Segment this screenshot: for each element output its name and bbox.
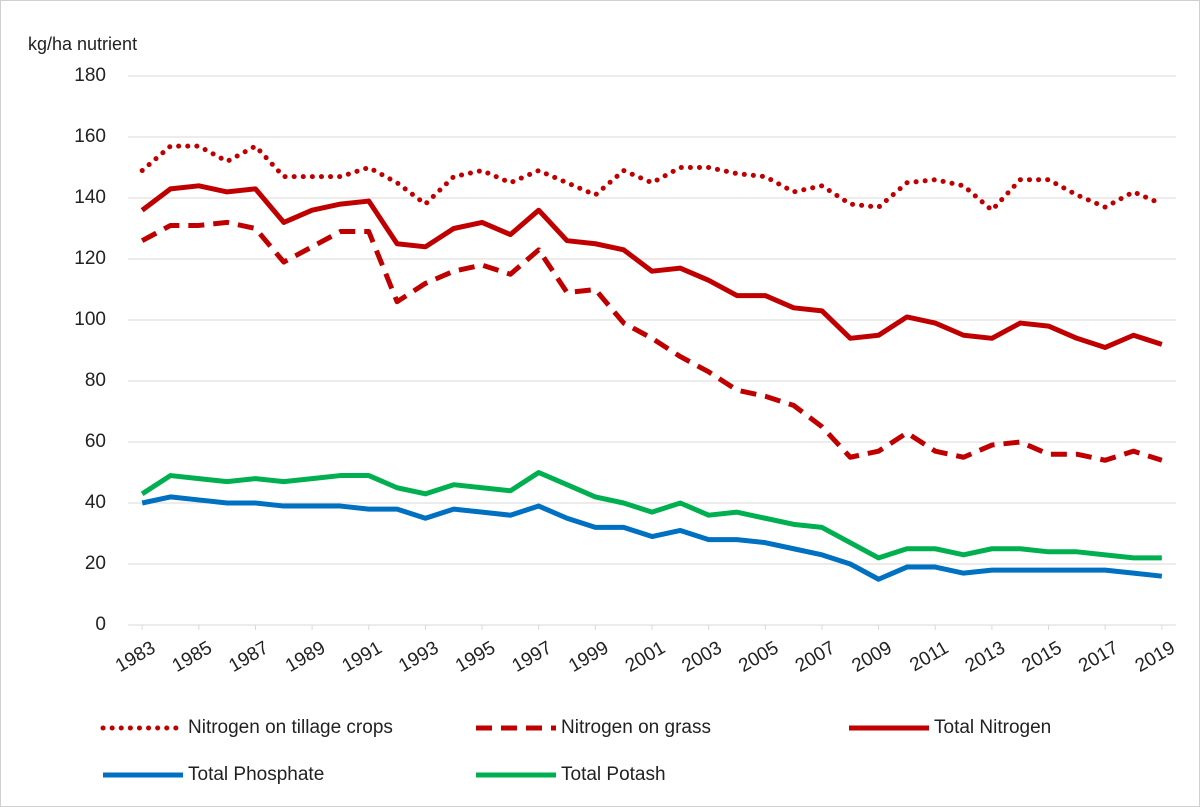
legend-label: Nitrogen on tillage crops (188, 717, 393, 738)
y-tick-label: 180 (74, 65, 106, 86)
series-line (139, 143, 1165, 213)
y-tick-label: 80 (85, 370, 106, 391)
y-tick-label: 120 (74, 248, 106, 269)
legend-label: Total Potash (561, 764, 666, 785)
y-axis-label: kg/ha nutrient (28, 34, 137, 54)
y-tick-label: 40 (85, 492, 106, 513)
y-tick-label: 0 (95, 614, 106, 635)
y-tick-label: 20 (85, 553, 106, 574)
legend-label: Nitrogen on grass (561, 717, 711, 738)
y-tick-label: 100 (74, 309, 106, 330)
legend-label: Total Phosphate (188, 764, 324, 785)
series-line (140, 183, 1163, 350)
y-tick-label: 160 (74, 126, 106, 147)
series-line (141, 494, 1163, 582)
series-line (140, 470, 1162, 561)
y-tick-label: 140 (74, 187, 106, 208)
series-line (140, 219, 1163, 463)
y-tick-label: 60 (85, 431, 106, 452)
legend-label: Total Nitrogen (934, 717, 1051, 738)
